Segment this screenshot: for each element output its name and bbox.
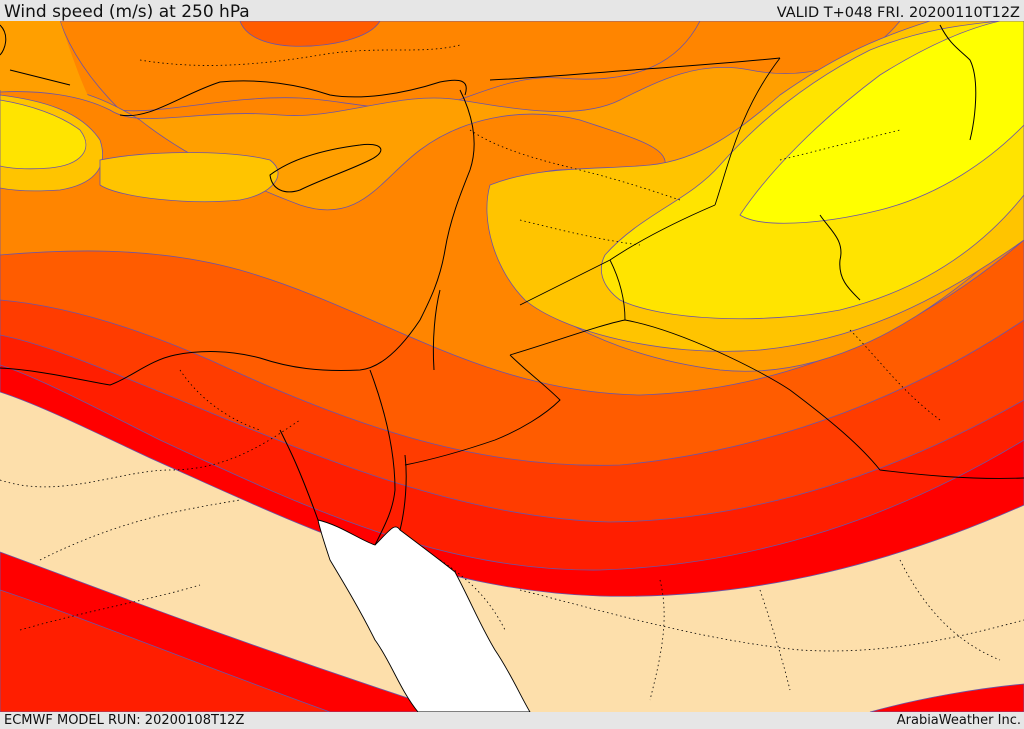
wind-speed-map bbox=[0, 21, 1024, 712]
wind-band-southwest-inner bbox=[0, 589, 331, 712]
wind-level-2-inner bbox=[0, 99, 87, 170]
footer-bar: ECMWF MODEL RUN: 20200108T12Z ArabiaWeat… bbox=[0, 712, 1024, 729]
map-canvas bbox=[0, 21, 1024, 712]
map-title: Wind speed (m/s) at 250 hPa bbox=[4, 2, 250, 22]
model-run-label: ECMWF MODEL RUN: 20200108T12Z bbox=[4, 713, 245, 728]
country-borders bbox=[404, 57, 1024, 479]
internal-borders bbox=[0, 44, 1024, 701]
wind-level-3-cyprus bbox=[99, 152, 279, 203]
red-sea bbox=[317, 519, 531, 712]
wind-level-4-west bbox=[0, 21, 90, 100]
wind-level-6-north bbox=[239, 21, 381, 47]
coastlines bbox=[0, 24, 977, 546]
header-bar: Wind speed (m/s) at 250 hPa VALID T+048 … bbox=[0, 0, 1024, 21]
credit-label: ArabiaWeather Inc. bbox=[896, 713, 1021, 728]
wind-level-1 bbox=[739, 21, 1024, 224]
valid-time-label: VALID T+048 FRI. 20200110T12Z bbox=[776, 5, 1020, 21]
